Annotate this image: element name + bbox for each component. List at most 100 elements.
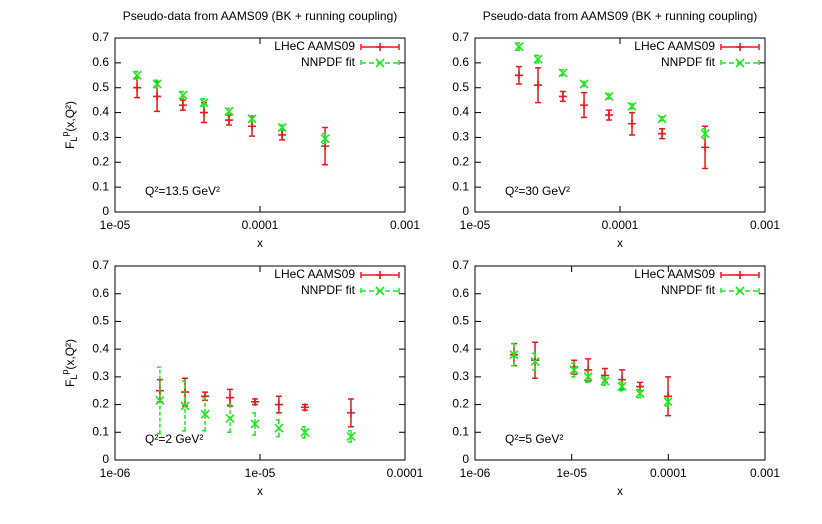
y-tick-label: 0.7 xyxy=(92,258,109,272)
point xyxy=(579,79,589,89)
point xyxy=(514,42,524,52)
x-axis-label: x xyxy=(617,236,623,250)
point xyxy=(658,129,667,138)
point xyxy=(300,427,310,437)
error-bar xyxy=(665,396,672,407)
legend-label: NNPDF fit xyxy=(301,283,356,297)
y-label-sub: L xyxy=(69,137,79,142)
x-tick-label: 0.0001 xyxy=(650,466,687,480)
point xyxy=(514,71,523,80)
y-label-main: F xyxy=(63,380,77,387)
y-tick-label: 0.7 xyxy=(452,258,469,272)
x-axis-label: x xyxy=(617,484,623,498)
point xyxy=(509,350,519,360)
y-label-sup: p xyxy=(60,132,70,137)
y-tick-label: 0.3 xyxy=(452,130,469,144)
y-tick-label: 0.6 xyxy=(452,55,469,69)
point xyxy=(178,101,187,110)
annotation: Q²=2 GeV² xyxy=(145,432,203,446)
point xyxy=(533,54,543,64)
y-tick-label: 0.6 xyxy=(92,55,109,69)
y-axis-label: FLp(x,Q²) xyxy=(60,339,79,387)
plot-frame xyxy=(474,265,766,461)
legend-marker xyxy=(375,58,385,68)
x-tick-label: 0.001 xyxy=(750,466,780,480)
y-tick-label: 0 xyxy=(462,452,469,466)
y-tick-label: 0.3 xyxy=(92,130,109,144)
point xyxy=(346,431,356,442)
x-tick-label: 1e-06 xyxy=(460,466,491,480)
error-bar xyxy=(585,370,592,384)
y-tick-label: 0.5 xyxy=(452,314,469,328)
legend-label: NNPDF fit xyxy=(301,55,356,69)
y-tick-label: 0.1 xyxy=(92,424,109,438)
panel: Pseudo-data from AAMS09 (BK + running co… xyxy=(452,9,780,250)
legend-marker xyxy=(736,271,744,279)
x-tick-label: 0.001 xyxy=(390,218,420,232)
y-label-sup: p xyxy=(60,370,70,375)
point xyxy=(199,98,209,108)
error-bar xyxy=(252,412,259,436)
y-tick-label: 0.7 xyxy=(452,30,469,44)
legend-marker xyxy=(736,43,744,51)
point xyxy=(152,79,162,89)
point xyxy=(133,83,142,92)
point xyxy=(248,122,257,131)
y-tick-label: 0.6 xyxy=(452,286,469,300)
point xyxy=(225,393,234,402)
point xyxy=(583,372,593,382)
x-tick-label: 0.0001 xyxy=(242,218,279,232)
point xyxy=(657,114,667,124)
y-tick-label: 0.4 xyxy=(452,105,469,119)
point xyxy=(300,403,309,412)
point xyxy=(320,134,330,144)
y-label-rest: (x,Q²) xyxy=(63,101,77,132)
y-tick-label: 0.3 xyxy=(92,369,109,383)
y-tick-label: 0.5 xyxy=(452,80,469,94)
error-bar xyxy=(601,376,608,386)
y-label-main: F xyxy=(63,142,77,149)
point xyxy=(153,92,162,101)
panel: 0 0.1 0.2 0.3 0.4 0.5 0.6 0.7 1e-06 1e-05 0.0001 x F… xyxy=(60,258,423,498)
error-bar xyxy=(202,396,209,432)
point xyxy=(278,130,287,139)
y-tick-label: 0.6 xyxy=(92,286,109,300)
point xyxy=(224,116,233,125)
error-bar xyxy=(619,381,626,392)
chart-title: Pseudo-data from AAMS09 (BK + running co… xyxy=(123,9,398,23)
y-tick-label: 0.4 xyxy=(452,341,469,355)
x-tick-label: 1e-06 xyxy=(100,466,131,480)
x-axis-label: x xyxy=(257,484,263,498)
point xyxy=(180,401,190,411)
legend-label: NNPDF fit xyxy=(661,283,716,297)
point xyxy=(700,129,710,139)
point xyxy=(558,92,567,101)
x-tick-label: 0.0001 xyxy=(387,466,424,480)
legend-marker xyxy=(376,271,384,279)
y-tick-label: 0 xyxy=(462,204,469,218)
point xyxy=(569,365,579,375)
y-tick-label: 0 xyxy=(102,452,109,466)
point xyxy=(628,119,637,128)
legend-marker xyxy=(735,286,745,296)
point xyxy=(224,106,234,116)
y-tick-label: 0.4 xyxy=(92,105,109,119)
panel: 0 0.1 0.2 0.3 0.4 0.5 0.6 0.7 1e-06 1e-05 0.0001 0.… xyxy=(452,258,780,498)
legend-label: LHeC AAMS09 xyxy=(634,267,715,281)
error-bar xyxy=(322,132,329,145)
point xyxy=(580,101,589,110)
point xyxy=(132,70,142,80)
point xyxy=(663,397,673,407)
point xyxy=(604,91,614,101)
y-tick-label: 0.7 xyxy=(92,30,109,44)
point xyxy=(627,101,637,111)
legend-marker xyxy=(375,286,385,296)
point xyxy=(178,90,188,100)
annotation: Q²=5 GeV² xyxy=(505,432,563,446)
annotation: Q²=13.5 GeV² xyxy=(145,184,220,198)
y-label-sub: L xyxy=(69,375,79,380)
y-tick-label: 0.2 xyxy=(452,154,469,168)
y-tick-label: 0 xyxy=(102,204,109,218)
point xyxy=(346,408,355,417)
